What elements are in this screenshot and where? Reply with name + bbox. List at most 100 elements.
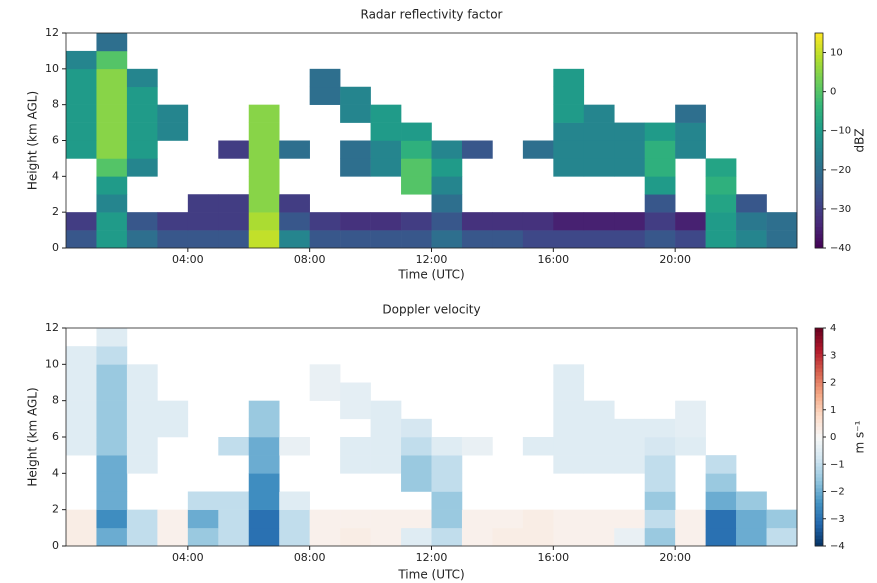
heatmap-cell <box>705 230 737 249</box>
heatmap-cell <box>187 230 219 249</box>
heatmap-cell <box>279 140 310 159</box>
heatmap-cell <box>644 491 676 510</box>
heatmap-cell <box>644 140 676 159</box>
x-tick-label: 08:00 <box>294 551 326 564</box>
colorbar-segment <box>815 165 823 170</box>
colorbar-segment <box>815 219 823 224</box>
colorbar-segment <box>815 79 823 84</box>
heatmap-cell <box>705 455 737 474</box>
colorbar-segment <box>815 147 823 152</box>
colorbar-segment <box>815 179 823 184</box>
heatmap-cell <box>309 527 341 547</box>
heatmap-cell <box>248 473 280 492</box>
heatmap-cell <box>431 176 463 195</box>
heatmap-cell <box>583 400 615 420</box>
heatmap-cell <box>309 86 341 105</box>
heatmap-cell <box>461 509 493 529</box>
heatmap-cell <box>522 140 554 159</box>
heatmap-cell <box>248 230 280 249</box>
heatmap-cell <box>218 230 250 249</box>
heatmap-cell <box>218 527 250 547</box>
heatmap-cell <box>583 158 615 177</box>
heatmap-cell <box>553 400 585 420</box>
heatmap-cell <box>461 437 493 456</box>
heatmap-cell <box>401 122 432 141</box>
heatmap-cell <box>675 212 706 231</box>
heatmap-cell <box>644 418 676 438</box>
colorbar-segment <box>815 230 823 235</box>
heatmap-cell <box>340 86 371 105</box>
heatmap-cell <box>218 509 250 529</box>
heatmap-cell <box>492 509 524 529</box>
chart-title: Radar reflectivity factor <box>361 8 503 22</box>
heatmap-cell <box>553 212 585 231</box>
heatmap-cell <box>248 104 280 123</box>
colorbar-segment <box>815 331 823 336</box>
heatmap-cell <box>279 527 310 547</box>
heatmap-cell <box>614 212 646 231</box>
colorbar-segment <box>815 495 823 500</box>
x-tick-label: 16:00 <box>537 551 569 564</box>
colorbar-segment <box>815 190 823 195</box>
heatmap-cell <box>431 491 463 510</box>
heatmap-cell <box>96 364 128 383</box>
heatmap-cell <box>248 194 280 213</box>
heatmap-cell <box>66 86 97 105</box>
y-tick-label: 8 <box>52 394 59 407</box>
heatmap-cell <box>736 509 767 529</box>
heatmap-cell <box>66 68 97 88</box>
colorbar-segment <box>815 422 823 427</box>
colorbar-segment <box>815 65 823 70</box>
heatmap-cell <box>187 527 219 547</box>
heatmap-cell <box>614 418 646 438</box>
y-tick-label: 2 <box>52 205 59 218</box>
colorbar-segment <box>815 158 823 163</box>
colorbar-segment <box>815 101 823 106</box>
colorbar-segment <box>815 47 823 52</box>
heatmap-cell <box>248 418 280 438</box>
heatmap-cell <box>218 491 250 510</box>
heatmap-cell <box>675 400 706 420</box>
colorbar-segment <box>815 212 823 217</box>
heatmap-cell <box>187 212 219 231</box>
colorbar-segment <box>815 407 823 413</box>
heatmap-cell <box>492 230 524 249</box>
heatmap-cell <box>370 104 402 123</box>
colorbar-tick-label: 1 <box>830 405 836 416</box>
heatmap-cell <box>248 455 280 474</box>
colorbar-segment <box>815 68 823 73</box>
heatmap-cell <box>705 212 737 231</box>
y-tick-label: 0 <box>52 241 59 254</box>
heatmap-cell <box>401 176 432 195</box>
heatmap-cell <box>370 509 402 529</box>
colorbar-segment <box>815 133 823 138</box>
colorbar-segment <box>815 429 823 434</box>
colorbar-segment <box>815 83 823 88</box>
colorbar-segment <box>815 378 823 383</box>
colorbar-segment <box>815 480 823 485</box>
heatmap-cell <box>370 527 402 547</box>
heatmap-cell <box>248 527 280 547</box>
heatmap-cell <box>401 473 432 492</box>
heatmap-cell <box>675 437 706 456</box>
heatmap-cell <box>766 509 798 529</box>
heatmap-cell <box>157 122 189 141</box>
x-tick-label: 16:00 <box>537 253 569 266</box>
heatmap-cell <box>644 509 676 529</box>
colorbar-label: dBZ <box>853 128 867 152</box>
colorbar-segment <box>815 473 823 478</box>
heatmap-cell <box>96 437 128 456</box>
heatmap-cell <box>736 527 767 547</box>
heatmap-cell <box>66 230 97 249</box>
colorbar-segment <box>815 194 823 199</box>
colorbar-segment <box>815 169 823 174</box>
heatmap-cell <box>370 140 402 159</box>
heatmap-cell <box>401 212 432 231</box>
heatmap-cell <box>583 527 615 547</box>
heatmap-cell <box>553 122 585 141</box>
heatmap-cell <box>431 473 463 492</box>
heatmap-cell <box>340 382 371 401</box>
heatmap-cell <box>126 527 158 547</box>
heatmap-cell <box>644 158 676 177</box>
heatmap-cell <box>279 509 310 529</box>
